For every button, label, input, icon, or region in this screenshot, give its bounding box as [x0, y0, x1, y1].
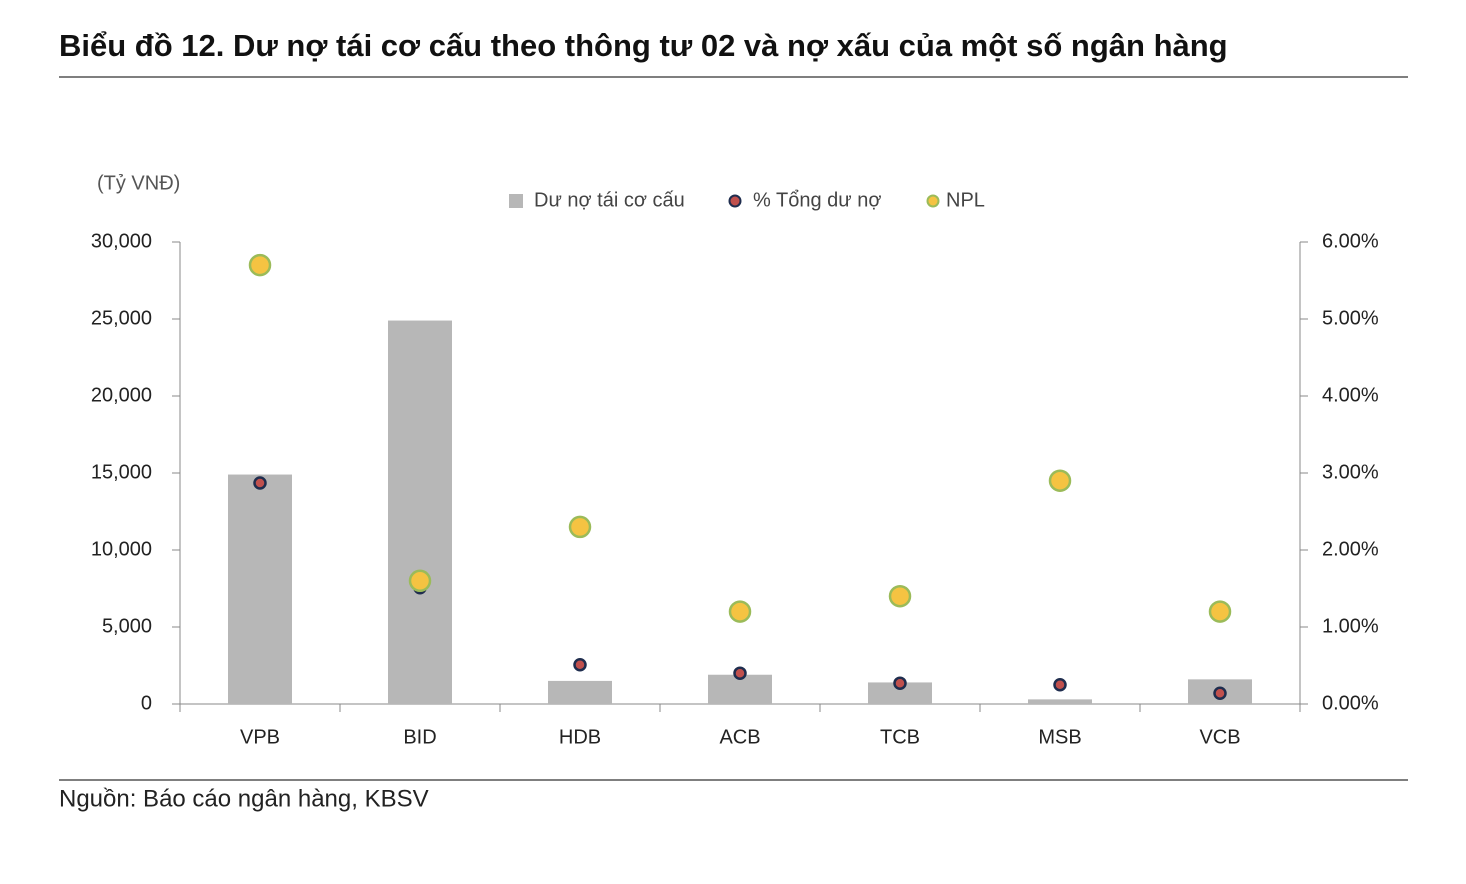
point [1208, 600, 1232, 623]
source: Nguồn: Báo cáo ngân hàng, KBSV [59, 785, 429, 812]
y-tick-label: 25,000 [91, 307, 152, 329]
y2-tick-label: 0.00% [1322, 692, 1379, 714]
x-tick-label: TCB [880, 726, 920, 748]
y-axis-label: (Tỷ VNĐ) [97, 172, 180, 194]
point [573, 657, 587, 672]
y2-tick-label: 5.00% [1322, 307, 1379, 329]
x-tick-label: MSB [1038, 726, 1081, 748]
bar [388, 320, 452, 704]
legend-label: Dư nợ tái cơ cấu [534, 189, 685, 211]
legend-swatch [728, 194, 742, 208]
legend-swatch [509, 194, 523, 208]
bar [868, 682, 932, 704]
y-tick-label: 0 [141, 692, 152, 714]
y-tick-label: 10,000 [91, 538, 152, 560]
bar [548, 680, 612, 704]
y2-tick-label: 2.00% [1322, 538, 1379, 560]
point [248, 253, 272, 277]
x-tick-label: BID [403, 726, 436, 748]
point [568, 515, 592, 539]
point [408, 569, 432, 593]
x-tick-label: HDB [559, 726, 601, 748]
point [1048, 469, 1072, 492]
bar [228, 474, 292, 704]
point [728, 600, 752, 623]
legend-label: NPL [946, 189, 985, 211]
y-tick-label: 15,000 [91, 461, 152, 483]
point [1213, 686, 1227, 700]
x-tick-label: ACB [719, 726, 760, 748]
y2-tick-label: 1.00% [1322, 615, 1379, 637]
point [1053, 678, 1067, 692]
point [893, 676, 907, 690]
point [253, 476, 267, 490]
y-tick-label: 20,000 [91, 384, 152, 406]
x-tick-label: VPB [240, 726, 280, 748]
legend-swatch [926, 194, 940, 208]
x-tick-label: VCB [1199, 726, 1240, 748]
legend-label: % Tổng dư nợ [753, 189, 881, 211]
point [733, 666, 747, 680]
point [888, 584, 912, 608]
y2-tick-label: 4.00% [1322, 384, 1379, 406]
bar [1028, 699, 1092, 704]
y2-tick-label: 6.00% [1322, 230, 1379, 252]
y-tick-label: 5,000 [102, 615, 152, 637]
chart-title: Biểu đồ 12. Dư nợ tái cơ cấu theo thông … [59, 28, 1228, 63]
y2-tick-label: 3.00% [1322, 461, 1379, 483]
y-tick-label: 30,000 [91, 230, 152, 252]
